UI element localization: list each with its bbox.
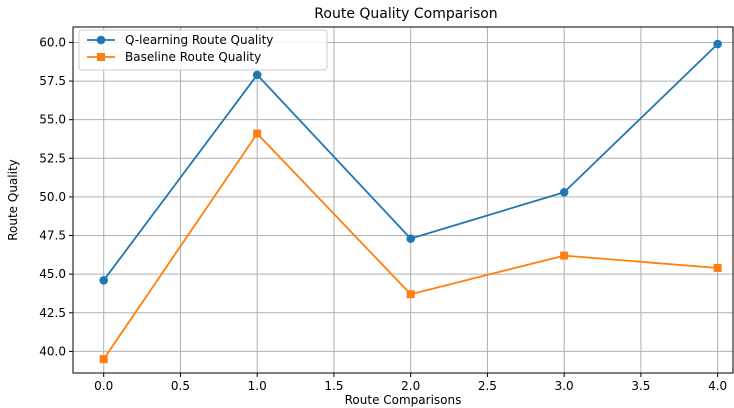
grid-layer: [73, 27, 733, 373]
legend-box: [78, 29, 328, 71]
y-tick-label: 40.0: [39, 344, 66, 358]
y-tick-label: 47.5: [39, 229, 66, 243]
x-axis-title: Route Comparisons: [345, 393, 462, 407]
legend: Q-learning Route Quality Baseline Route Q…: [78, 29, 328, 71]
legend-label-baseline: Baseline Route Quality: [125, 50, 261, 64]
baseline-point: [560, 251, 569, 260]
y-tick-label: 50.0: [39, 190, 66, 204]
legend-label-q-learning: Q-learning Route Quality: [125, 33, 273, 47]
x-tick-label: 3.5: [631, 379, 650, 393]
y-tick-label: 60.0: [39, 35, 66, 49]
baseline-point: [406, 290, 415, 299]
y-tick-label: 45.0: [39, 267, 66, 281]
baseline-point: [713, 263, 722, 272]
q-learning-point: [406, 234, 415, 243]
baseline-point: [253, 129, 262, 138]
tick-layer: 0.0 0.5 1.0 1.5 2.0 2.5 3.0 3.5 4.0 40.0 42.5 45.0 4…: [39, 35, 727, 393]
y-tick-label: 42.5: [39, 306, 66, 320]
q-learning-point: [252, 70, 262, 80]
x-tick-label: 4.0: [708, 379, 727, 393]
chart-title: Route Quality Comparison: [314, 6, 497, 22]
x-tick-label: 0.0: [94, 379, 113, 393]
y-axis-title: Route Quality: [6, 159, 20, 241]
series-layer: [99, 39, 722, 364]
x-tick-label: 1.0: [248, 379, 267, 393]
q-learning-point: [99, 276, 108, 285]
y-tick-label: 55.0: [39, 113, 66, 127]
baseline-point: [99, 355, 108, 364]
x-tick-label: 2.0: [401, 379, 420, 393]
plot-area-frame: [72, 26, 734, 374]
x-tick-label: 1.5: [324, 379, 343, 393]
legend-swatch-q-learning-marker: [96, 35, 106, 45]
q-learning-series: [99, 39, 722, 285]
x-tick-label: 3.0: [555, 379, 574, 393]
baseline-series: [99, 129, 722, 364]
legend-swatch-baseline-marker: [97, 53, 105, 61]
y-tick-label: 52.5: [39, 151, 66, 165]
x-tick-label: 2.5: [478, 379, 497, 393]
y-tick-label: 57.5: [39, 74, 66, 88]
q-learning-point: [559, 187, 569, 197]
q-learning-point: [713, 39, 722, 49]
x-tick-label: 0.5: [171, 379, 190, 393]
